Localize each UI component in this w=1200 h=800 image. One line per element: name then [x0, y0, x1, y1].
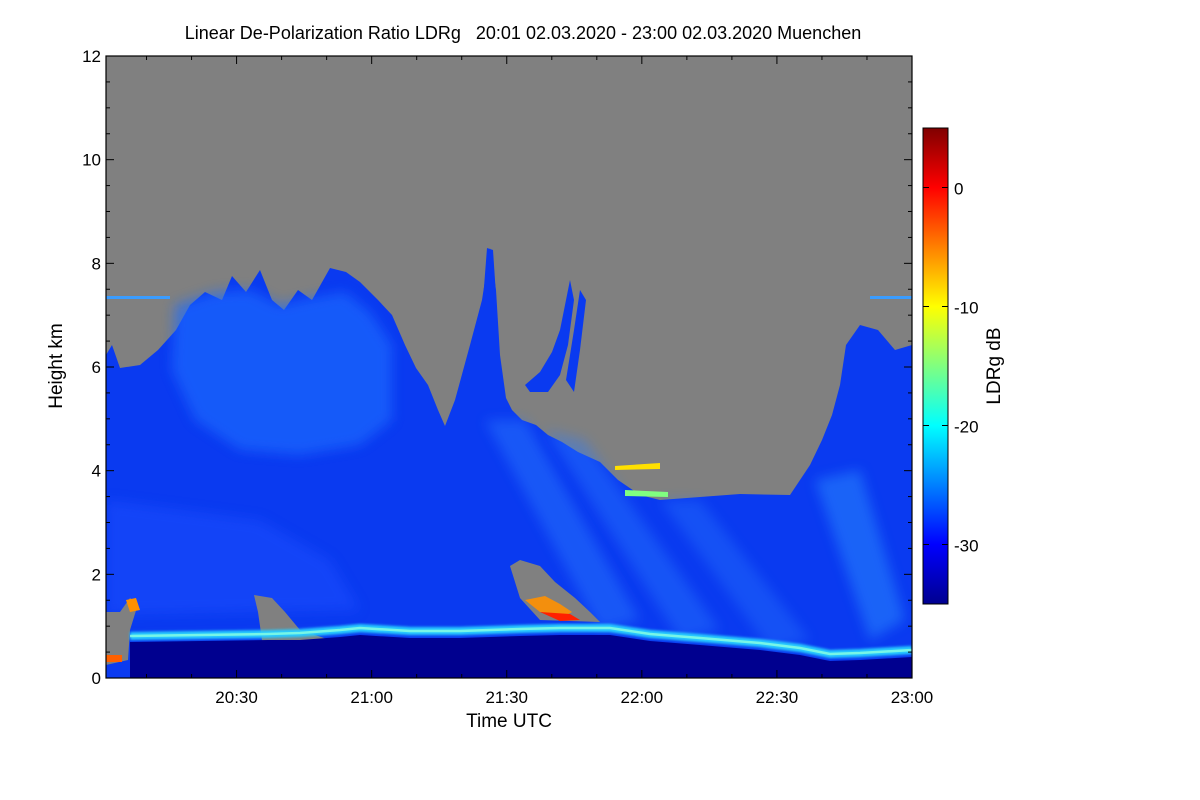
y-tick-label: 6: [92, 358, 101, 377]
no-data-gap: [510, 560, 600, 622]
y-tick-label: 10: [82, 151, 101, 170]
colorbar-tick-label: 0: [954, 180, 963, 199]
x-tick-label: 23:00: [891, 688, 934, 707]
cloud-top-sparkle: [615, 463, 660, 470]
y-tick-label: 2: [92, 565, 101, 584]
x-tick-label: 22:30: [756, 688, 799, 707]
y-tick-label: 4: [92, 462, 101, 481]
x-tick-label: 21:30: [485, 688, 528, 707]
fall-streak: [660, 500, 810, 650]
no-data-gap: [106, 598, 138, 665]
y-axis-label: Height km: [46, 323, 67, 409]
x-axis: 20:30 21:00 21:30 22:00 22:30 23:00: [146, 56, 934, 707]
x-axis-label: Time UTC: [466, 711, 552, 732]
fall-streak: [485, 420, 640, 630]
x-tick-label: 21:00: [350, 688, 393, 707]
aerosol-layer-core: [129, 626, 912, 656]
cloud-upper-region: [172, 290, 392, 455]
y-tick-label: 0: [92, 669, 101, 688]
plot-area: [106, 56, 912, 678]
colorbar-label: LDRg dB: [984, 327, 1005, 404]
y-axis: 0 2 4 6 8 10 12: [82, 47, 912, 688]
cloud-strip: [870, 296, 912, 299]
y-tick-label: 8: [92, 254, 101, 273]
cloud-top-sparkle: [625, 490, 668, 497]
x-tick-label: 20:30: [215, 688, 258, 707]
ldr-hotspot: [525, 596, 572, 616]
ldr-hotspot: [540, 612, 580, 621]
surface-layer: [130, 635, 912, 678]
ldr-hotspot: [126, 598, 140, 612]
colorbar: [922, 127, 949, 605]
colorbar-axis: 0 -10 -20 -30: [923, 180, 979, 556]
cloud-turret: [483, 248, 498, 360]
cloud-streak: [566, 290, 586, 392]
chart-title: Linear De-Polarization Ratio LDRg 20:01 …: [185, 23, 861, 43]
ldr-hotspot: [106, 655, 122, 662]
y-tick-label: 12: [82, 47, 101, 66]
colorbar-tick-label: -10: [954, 299, 979, 318]
colorbar-tick-label: -30: [954, 537, 979, 556]
cloud-lower-region: [106, 500, 360, 615]
fall-streak: [545, 430, 720, 640]
x-tick-label: 22:00: [621, 688, 664, 707]
fall-streak: [815, 470, 905, 640]
cloud-streak: [525, 280, 574, 392]
cloud-strip: [106, 296, 170, 299]
colorbar-tick-label: -20: [954, 418, 979, 437]
